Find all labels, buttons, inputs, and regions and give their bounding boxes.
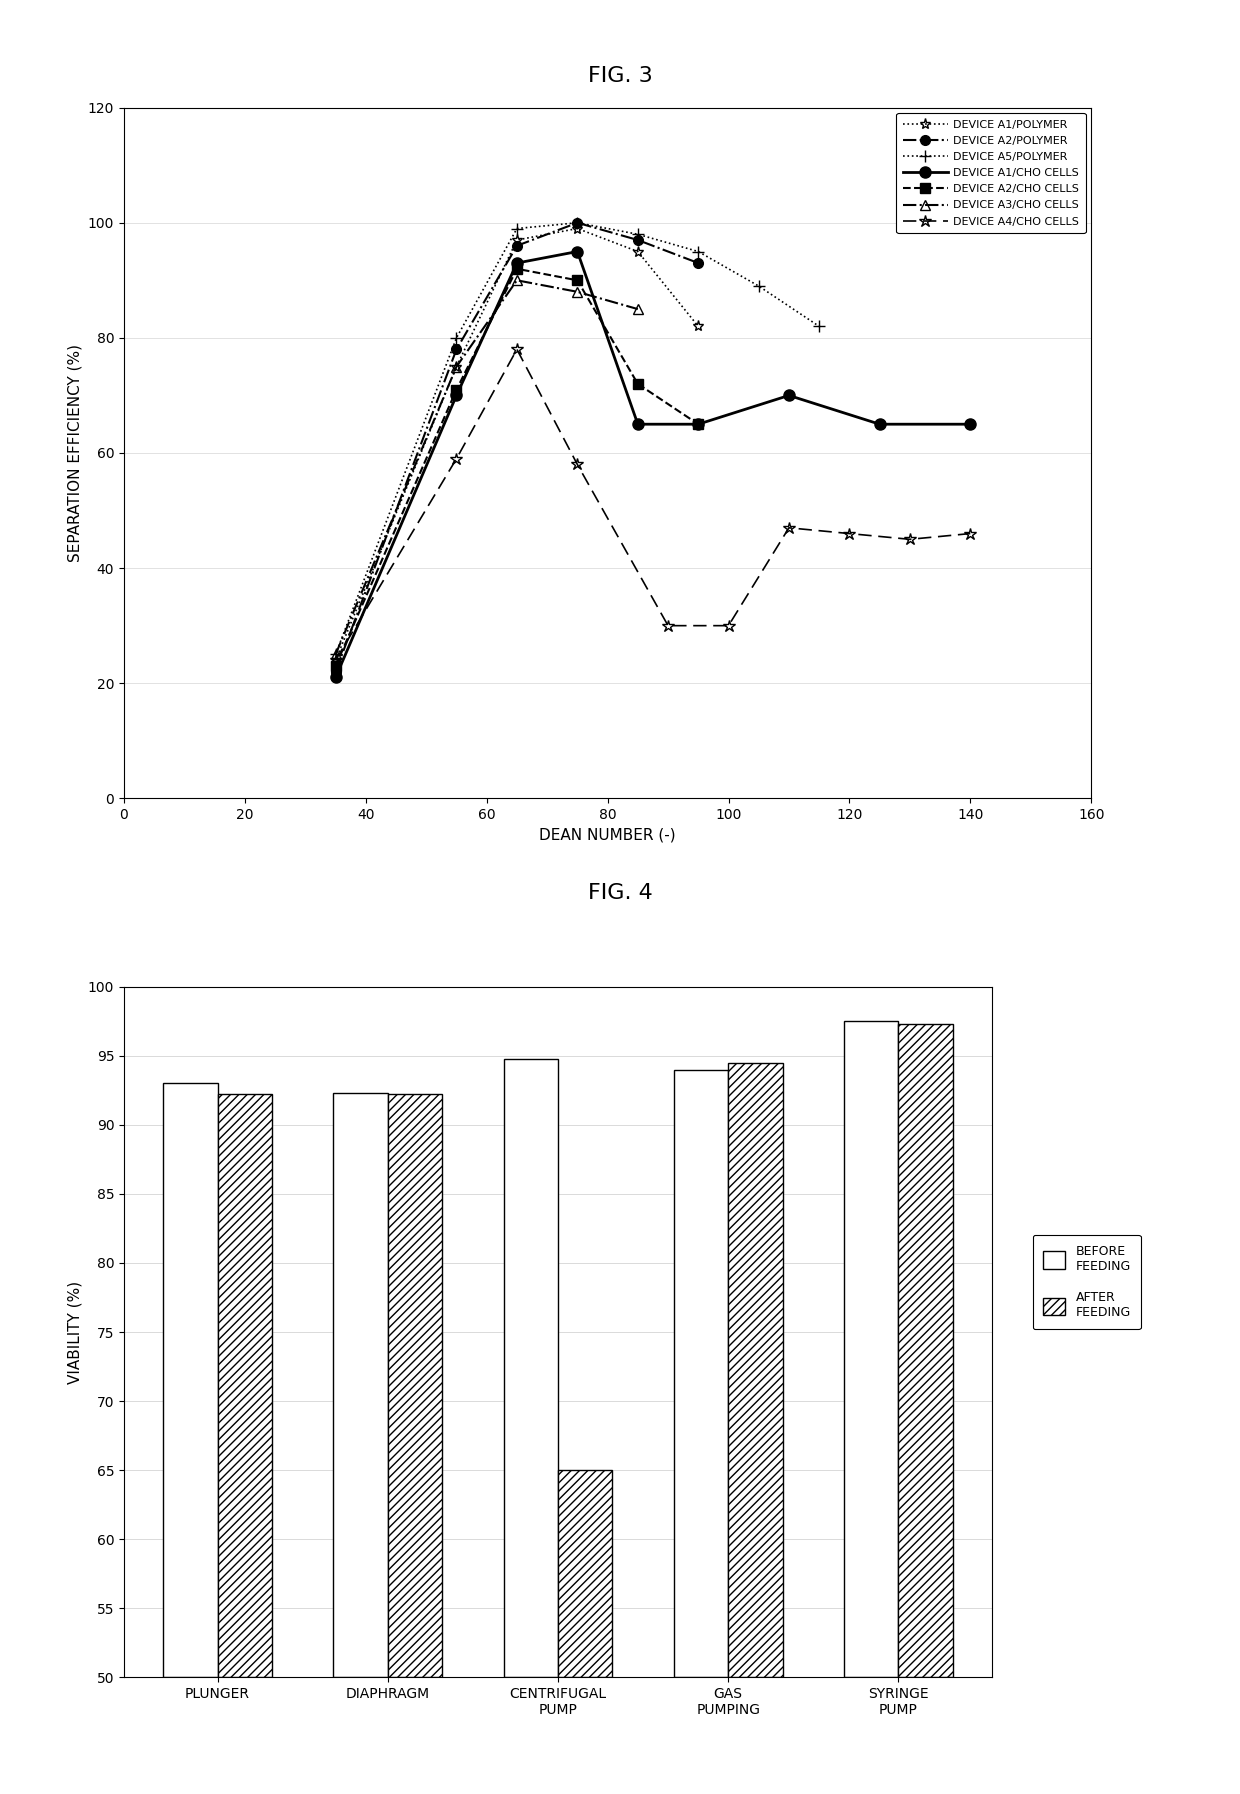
DEVICE A4/CHO CELLS xyxy=(781,517,796,538)
DEVICE A2/POLYMER xyxy=(329,660,343,682)
DEVICE A2/POLYMER xyxy=(510,235,525,257)
DEVICE A4/CHO CELLS xyxy=(661,615,676,637)
DEVICE A3/CHO CELLS xyxy=(449,355,464,377)
Text: FIG. 3: FIG. 3 xyxy=(588,66,652,86)
DEVICE A1/CHO CELLS xyxy=(781,384,796,405)
DEVICE A1/POLYMER xyxy=(449,355,464,377)
DEVICE A1/POLYMER xyxy=(329,649,343,671)
Y-axis label: SEPARATION EFFICIENCY (%): SEPARATION EFFICIENCY (%) xyxy=(67,344,82,562)
DEVICE A2/CHO CELLS xyxy=(510,258,525,280)
DEVICE A3/CHO CELLS xyxy=(329,644,343,666)
Line: DEVICE A1/CHO CELLS: DEVICE A1/CHO CELLS xyxy=(330,246,976,684)
DEVICE A5/POLYMER xyxy=(751,274,766,296)
DEVICE A4/CHO CELLS xyxy=(722,615,737,637)
Line: DEVICE A5/POLYMER: DEVICE A5/POLYMER xyxy=(330,217,826,660)
Y-axis label: VIABILITY (%): VIABILITY (%) xyxy=(67,1281,82,1383)
DEVICE A4/CHO CELLS xyxy=(510,339,525,361)
Bar xyxy=(388,1094,443,1677)
DEVICE A1/POLYMER xyxy=(570,217,585,239)
DEVICE A1/CHO CELLS xyxy=(963,413,978,434)
DEVICE A2/POLYMER xyxy=(691,253,706,274)
Line: DEVICE A4/CHO CELLS: DEVICE A4/CHO CELLS xyxy=(330,343,977,666)
DEVICE A5/POLYMER xyxy=(570,212,585,233)
Bar xyxy=(899,1024,952,1677)
DEVICE A1/CHO CELLS xyxy=(510,253,525,274)
DEVICE A5/POLYMER xyxy=(510,217,525,239)
DEVICE A1/CHO CELLS xyxy=(630,413,645,434)
Line: DEVICE A2/CHO CELLS: DEVICE A2/CHO CELLS xyxy=(331,264,703,671)
DEVICE A2/CHO CELLS xyxy=(449,379,464,400)
Line: DEVICE A2/POLYMER: DEVICE A2/POLYMER xyxy=(331,217,703,676)
DEVICE A2/POLYMER xyxy=(449,339,464,361)
Bar xyxy=(334,1093,388,1677)
DEVICE A5/POLYMER xyxy=(449,327,464,348)
Legend: BEFORE
FEEDING, AFTER
FEEDING: BEFORE FEEDING, AFTER FEEDING xyxy=(1033,1234,1141,1329)
DEVICE A5/POLYMER xyxy=(630,224,645,246)
DEVICE A5/POLYMER xyxy=(329,644,343,666)
DEVICE A2/CHO CELLS xyxy=(329,655,343,676)
Bar xyxy=(673,1069,728,1677)
DEVICE A3/CHO CELLS xyxy=(510,269,525,291)
DEVICE A4/CHO CELLS xyxy=(842,522,857,544)
DEVICE A1/POLYMER xyxy=(691,316,706,337)
DEVICE A1/CHO CELLS xyxy=(329,667,343,689)
DEVICE A1/POLYMER xyxy=(510,230,525,251)
DEVICE A2/CHO CELLS xyxy=(630,373,645,395)
DEVICE A3/CHO CELLS xyxy=(630,298,645,319)
DEVICE A4/CHO CELLS xyxy=(903,529,918,551)
DEVICE A4/CHO CELLS xyxy=(449,448,464,470)
Bar xyxy=(217,1094,272,1677)
Bar xyxy=(503,1058,558,1677)
Legend: DEVICE A1/POLYMER, DEVICE A2/POLYMER, DEVICE A5/POLYMER, DEVICE A1/CHO CELLS, DE: DEVICE A1/POLYMER, DEVICE A2/POLYMER, DE… xyxy=(897,113,1086,233)
DEVICE A2/CHO CELLS xyxy=(570,269,585,291)
DEVICE A4/CHO CELLS xyxy=(963,522,978,544)
DEVICE A1/CHO CELLS xyxy=(872,413,887,434)
DEVICE A1/CHO CELLS xyxy=(570,240,585,262)
X-axis label: DEAN NUMBER (-): DEAN NUMBER (-) xyxy=(539,827,676,843)
Bar xyxy=(558,1471,613,1677)
Bar xyxy=(728,1062,782,1677)
DEVICE A1/CHO CELLS xyxy=(691,413,706,434)
DEVICE A1/POLYMER xyxy=(630,240,645,262)
DEVICE A4/CHO CELLS xyxy=(570,454,585,475)
DEVICE A2/POLYMER xyxy=(630,230,645,251)
DEVICE A2/CHO CELLS xyxy=(691,413,706,434)
Line: DEVICE A1/POLYMER: DEVICE A1/POLYMER xyxy=(330,222,704,666)
DEVICE A3/CHO CELLS xyxy=(570,282,585,303)
DEVICE A1/CHO CELLS xyxy=(449,384,464,405)
Text: FIG. 4: FIG. 4 xyxy=(588,883,652,902)
DEVICE A2/POLYMER xyxy=(570,212,585,233)
DEVICE A4/CHO CELLS xyxy=(329,649,343,671)
DEVICE A5/POLYMER xyxy=(812,316,827,337)
DEVICE A5/POLYMER xyxy=(691,240,706,262)
Line: DEVICE A3/CHO CELLS: DEVICE A3/CHO CELLS xyxy=(331,276,642,660)
Bar xyxy=(164,1084,217,1677)
Bar xyxy=(844,1021,899,1677)
